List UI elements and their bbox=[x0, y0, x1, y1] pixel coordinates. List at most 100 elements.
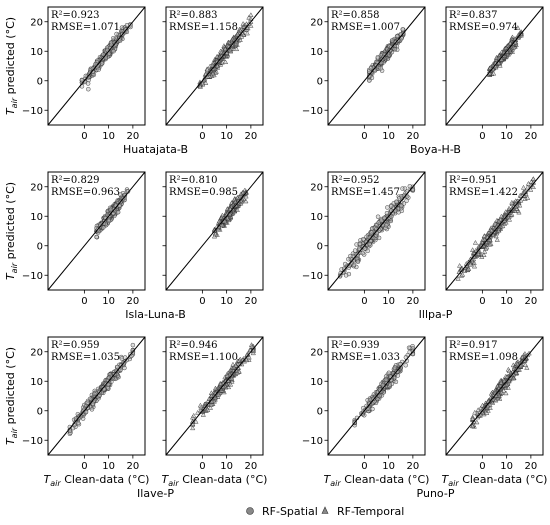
data-point bbox=[375, 55, 381, 60]
data-point bbox=[487, 237, 493, 242]
one-to-one-line bbox=[47, 171, 146, 291]
legend-triangle-marker bbox=[321, 506, 329, 514]
data-point bbox=[356, 246, 362, 251]
panel-frame bbox=[47, 6, 146, 126]
panel-frame bbox=[327, 171, 426, 291]
panel-frame bbox=[327, 6, 426, 126]
x-tick-label: 10 bbox=[102, 461, 115, 472]
y-tick-label: 10 bbox=[30, 377, 43, 388]
one-to-one-line bbox=[165, 6, 264, 126]
y-tick-label: 20 bbox=[310, 17, 323, 28]
one-to-one-line bbox=[47, 6, 146, 126]
data-point bbox=[114, 31, 119, 37]
data-point bbox=[487, 241, 493, 247]
data-point bbox=[106, 375, 112, 380]
x-tick-label: 20 bbox=[245, 131, 258, 142]
data-point bbox=[489, 227, 495, 233]
data-point bbox=[119, 25, 125, 30]
data-point bbox=[367, 241, 372, 247]
r2-label: R²=0.810 bbox=[169, 175, 218, 186]
rmse-label: RMSE=1.100 bbox=[169, 352, 238, 363]
data-point bbox=[103, 55, 109, 61]
y-tick-label: 0 bbox=[317, 241, 323, 252]
data-point bbox=[513, 198, 519, 203]
data-point bbox=[403, 363, 408, 368]
data-point bbox=[191, 412, 197, 418]
data-point bbox=[235, 31, 241, 37]
x-tick-label: 20 bbox=[525, 131, 538, 142]
data-point bbox=[494, 237, 500, 242]
data-point bbox=[248, 12, 254, 17]
data-point bbox=[395, 373, 401, 378]
x-tick-label: 20 bbox=[407, 131, 420, 142]
data-point bbox=[240, 189, 246, 195]
legend-circle-marker bbox=[246, 507, 254, 515]
data-point bbox=[399, 203, 404, 208]
x-tick-label: 20 bbox=[127, 461, 140, 472]
data-point bbox=[197, 84, 203, 89]
data-point bbox=[243, 198, 249, 204]
y-tick-label: 20 bbox=[30, 347, 43, 358]
x-tick-label: 20 bbox=[127, 296, 140, 307]
data-point bbox=[407, 184, 413, 189]
data-point bbox=[367, 78, 372, 83]
y-tick-label: 10 bbox=[310, 377, 323, 388]
y-tick-label: 0 bbox=[37, 406, 43, 417]
r2-label: R²=0.946 bbox=[169, 340, 218, 351]
r2-label: R²=0.917 bbox=[449, 340, 498, 351]
x-tick-label: 0 bbox=[81, 131, 87, 142]
y-tick-label: −10 bbox=[302, 106, 323, 117]
data-point bbox=[487, 65, 494, 70]
data-point bbox=[386, 370, 392, 376]
data-point bbox=[376, 220, 381, 225]
panel-frame bbox=[47, 171, 146, 291]
y-tick-label: −10 bbox=[22, 271, 43, 282]
data-point bbox=[130, 342, 136, 348]
x-tick-label: 0 bbox=[81, 461, 87, 472]
x-tick-label: 0 bbox=[479, 461, 485, 472]
data-point bbox=[509, 199, 515, 205]
x-tick-label: 10 bbox=[500, 131, 513, 142]
x-tick-label: 10 bbox=[500, 461, 513, 472]
data-point bbox=[375, 214, 381, 219]
data-point bbox=[355, 259, 361, 264]
data-point bbox=[515, 25, 521, 30]
r2-label: R²=0.858 bbox=[331, 10, 380, 21]
y-tick-label: 10 bbox=[30, 212, 43, 223]
data-point bbox=[234, 207, 240, 212]
data-point bbox=[117, 38, 123, 43]
data-point bbox=[243, 193, 249, 199]
r2-label: R²=0.959 bbox=[51, 340, 100, 351]
y-axis-label: Tair predicted (°C) bbox=[4, 17, 19, 115]
data-point bbox=[106, 218, 112, 224]
data-point bbox=[111, 36, 116, 41]
y-tick-label: −10 bbox=[302, 436, 323, 447]
x-tick-label: 10 bbox=[220, 296, 233, 307]
data-point bbox=[383, 377, 389, 382]
data-point bbox=[365, 248, 370, 254]
data-point bbox=[492, 220, 498, 226]
y-tick-label: 10 bbox=[310, 47, 323, 58]
data-point bbox=[459, 271, 466, 277]
data-point bbox=[357, 241, 363, 247]
x-tick-label: 0 bbox=[199, 131, 205, 142]
rmse-label: RMSE=1.035 bbox=[51, 352, 120, 363]
data-point bbox=[400, 27, 405, 32]
y-tick-label: 20 bbox=[310, 347, 323, 358]
data-point bbox=[83, 409, 89, 415]
data-point bbox=[343, 273, 349, 278]
x-tick-label: 20 bbox=[525, 296, 538, 307]
one-to-one-line bbox=[47, 336, 146, 456]
data-point bbox=[455, 276, 461, 281]
x-tick-label: 0 bbox=[479, 296, 485, 307]
site-name: Ilave-P bbox=[137, 487, 174, 500]
site-name: Isla-Luna-B bbox=[125, 308, 185, 321]
data-point bbox=[244, 30, 250, 36]
data-point bbox=[233, 46, 240, 52]
data-point bbox=[378, 66, 383, 71]
data-point bbox=[210, 70, 216, 76]
